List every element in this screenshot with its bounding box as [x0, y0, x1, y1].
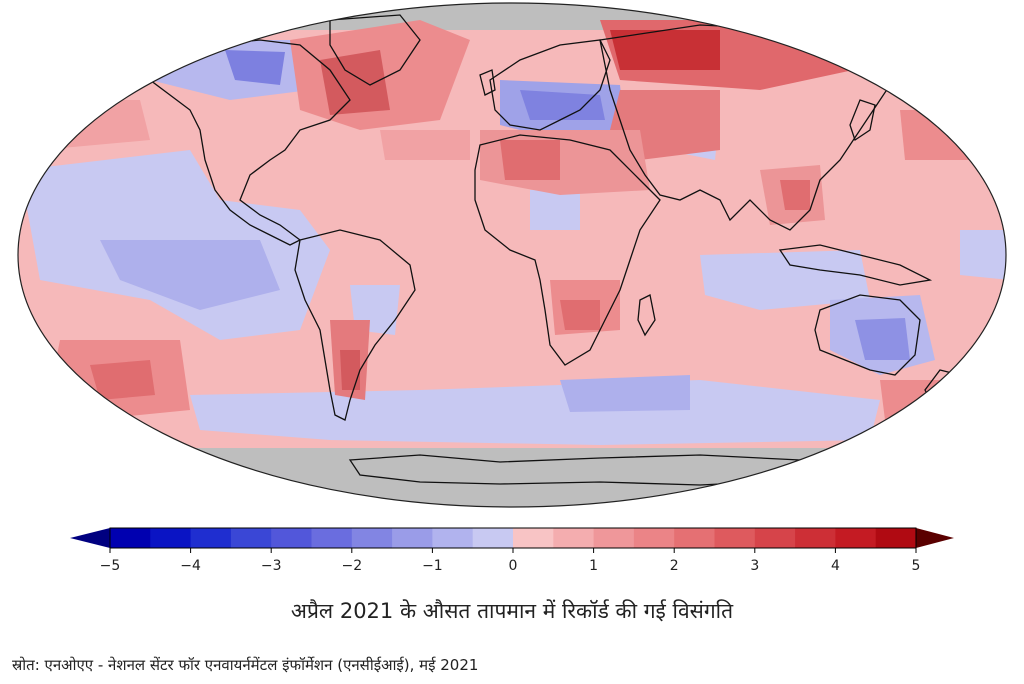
colorbar-cell — [351, 528, 393, 548]
colorbar-cell — [553, 528, 595, 548]
coast-africa — [474, 134, 661, 366]
colorbar-cell — [714, 528, 756, 548]
colorbar: −5 −4 −3 −2 −1 0 1 2 3 4 5 — [0, 520, 1024, 590]
colorbar-cell — [513, 528, 554, 548]
colorbar-cell — [472, 528, 514, 548]
coast-uk — [479, 69, 496, 96]
colorbar-cells — [110, 528, 917, 548]
coast-south-america — [294, 229, 416, 421]
colorbar-cell — [110, 528, 151, 548]
colorbar-tick-label: −4 — [180, 558, 201, 574]
colorbar-tick-label: −5 — [100, 558, 121, 574]
colorbar-cell — [311, 528, 353, 548]
colorbar-cell — [633, 528, 675, 548]
colorbar-tick-label: −2 — [341, 558, 362, 574]
colorbar-cell — [190, 528, 232, 548]
colorbar-high-arrow — [916, 528, 954, 548]
colorbar-cell — [795, 528, 836, 548]
map-caption: अप्रैल 2021 के औसत तापमान में रिकॉर्ड की… — [290, 599, 734, 623]
colorbar-tick-label: −3 — [261, 558, 282, 574]
coastlines — [149, 14, 961, 486]
colorbar-tick-label: 4 — [831, 558, 840, 574]
colorbar-tick-label: 1 — [589, 558, 598, 574]
source-note: स्रोत: एनओएए - नेशनल सेंटर फॉर एनवायर्नम… — [12, 656, 479, 674]
colorbar-cell — [150, 528, 192, 548]
colorbar-cell — [392, 528, 433, 548]
coast-greenland — [329, 14, 421, 86]
coast-madagascar — [637, 294, 656, 337]
colorbar-cell — [674, 528, 715, 548]
colorbar-tick-label: −1 — [422, 558, 443, 574]
world-map-svg — [17, 2, 1007, 508]
colorbar-cell — [835, 528, 877, 548]
cool-anomaly-regions — [20, 40, 1006, 445]
coast-japan — [849, 99, 876, 142]
coast-indonesia — [778, 244, 933, 286]
colorbar-svg: −5 −4 −3 −2 −1 0 1 2 3 4 5 — [70, 527, 954, 574]
colorbar-cell — [754, 528, 796, 548]
no-data-arctic — [18, 3, 1006, 30]
globe-outline — [17, 2, 1007, 508]
colorbar-low-arrow — [70, 528, 110, 548]
colorbar-tick-label: 2 — [670, 558, 679, 574]
colorbar-cell — [875, 528, 917, 548]
anomaly-map — [17, 2, 1007, 508]
coast-europe — [489, 39, 611, 131]
colorbar-cell — [271, 528, 312, 548]
coast-north-america — [149, 39, 351, 246]
colorbar-tick-label: 0 — [509, 558, 518, 574]
colorbar-tick-label: 3 — [750, 558, 759, 574]
coast-australia — [814, 294, 921, 376]
colorbar-cell — [593, 528, 635, 548]
colorbar-tick-label: 5 — [912, 558, 921, 574]
colorbar-cell — [432, 528, 474, 548]
colorbar-ticks: −5 −4 −3 −2 −1 0 1 2 3 4 5 — [100, 548, 921, 574]
colorbar-cell — [230, 528, 272, 548]
map-body — [18, 3, 1006, 507]
